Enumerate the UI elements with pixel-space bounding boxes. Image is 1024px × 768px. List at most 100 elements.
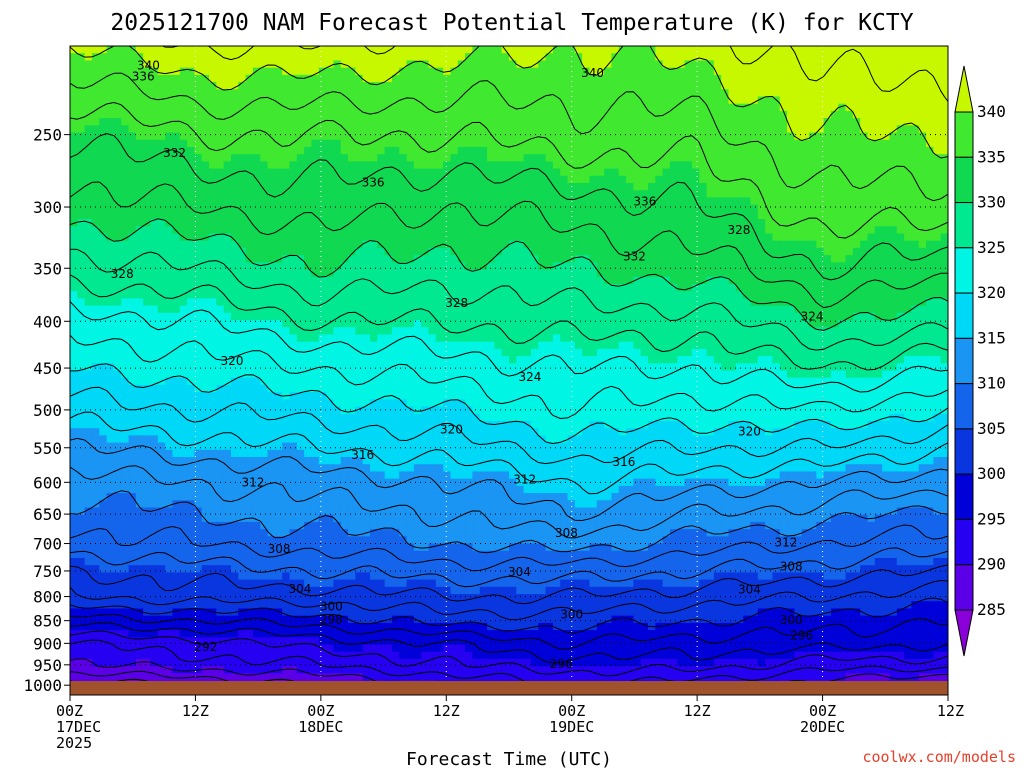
theta-fill-cell [406,211,415,220]
theta-fill-cell [333,146,342,155]
theta-fill-cell [830,60,839,69]
theta-fill-cell [318,132,327,141]
theta-fill-cell [648,139,656,148]
theta-fill-cell [918,190,927,199]
theta-fill-cell [933,219,942,227]
theta-fill-cell [926,255,934,263]
theta-fill-cell [633,255,642,263]
theta-fill-cell [640,204,649,213]
theta-fill-cell [911,226,920,235]
theta-fill-cell [852,103,861,112]
theta-fill-cell [596,161,605,170]
theta-fill-cell [238,240,247,249]
theta-fill-cell [377,110,386,119]
theta-fill-cell [289,204,298,213]
theta-fill-cell [143,82,152,90]
theta-fill-cell [238,60,247,69]
theta-fill-cell [443,146,452,155]
theta-fill-cell [311,139,320,148]
theta-fill-cell [896,197,905,206]
theta-fill-cell [362,204,371,213]
theta-fill-cell [201,291,210,299]
theta-fill-cell [267,255,276,263]
theta-fill-cell [406,233,415,242]
theta-fill-cell [545,96,554,105]
theta-fill-cell [582,154,591,162]
theta-fill-cell [209,139,217,148]
theta-fill-cell [779,154,788,162]
theta-fill-cell [823,262,832,271]
theta-fill-cell [816,255,825,263]
theta-fill-cell [465,262,474,271]
theta-fill-cell [435,74,444,83]
theta-fill-cell [201,298,210,307]
theta-fill-cell [121,269,130,278]
theta-fill-cell [640,110,649,119]
theta-fill-cell [494,183,503,191]
theta-fill-cell [421,132,430,141]
theta-fill-cell [230,125,239,134]
theta-fill-cell [648,327,656,336]
theta-fill-cell [274,197,283,206]
theta-fill-cell [567,89,576,98]
theta-fill-cell [589,67,598,76]
theta-fill-cell [296,312,305,321]
theta-fill-cell [596,132,605,141]
theta-fill-cell [201,183,210,191]
theta-fill-cell [743,269,752,278]
theta-fill-cell [640,154,649,162]
theta-fill-cell [355,276,364,285]
theta-fill-cell [487,240,495,249]
theta-fill-cell [904,190,913,199]
theta-fill-cell [267,291,276,299]
theta-fill-cell [348,226,356,235]
theta-fill-cell [457,74,466,83]
theta-fill-cell [406,175,415,184]
theta-fill-cell [867,103,876,112]
theta-fill-cell [333,233,342,242]
theta-fill-cell [677,125,686,134]
theta-fill-cell [223,320,232,328]
theta-fill-cell [289,146,298,155]
theta-fill-cell [340,46,349,54]
theta-fill-cell [428,233,437,242]
theta-fill-cell [904,233,913,242]
theta-fill-cell [574,132,583,141]
theta-fill-cell [465,276,474,285]
theta-fill-cell [260,96,269,105]
theta-fill-cell [677,211,686,220]
theta-fill-cell [530,168,539,177]
theta-fill-cell [399,139,408,148]
theta-fill-cell [552,89,561,98]
theta-fill-cell [487,283,495,292]
theta-fill-cell [691,110,700,119]
theta-fill-cell [457,341,466,350]
theta-fill-cell [165,312,174,321]
theta-fill-cell [318,74,327,83]
theta-fill-cell [867,89,876,98]
theta-fill-cell [282,110,291,119]
theta-fill-cell [121,154,130,162]
theta-fill-cell [509,283,517,292]
theta-fill-cell [823,226,832,235]
theta-fill-cell [113,291,122,299]
theta-fill-cell [918,67,927,76]
theta-fill-cell [260,139,269,148]
theta-fill-cell [428,168,437,177]
theta-fill-cell [926,139,934,148]
theta-fill-cell [904,154,913,162]
theta-fill-cell [801,74,810,83]
theta-fill-cell [684,305,693,314]
theta-fill-cell [355,305,364,314]
theta-fill-cell [282,139,291,148]
theta-fill-cell [326,110,334,119]
theta-fill-cell [348,60,356,69]
theta-fill-cell [538,334,547,343]
theta-fill-cell [428,132,437,141]
theta-fill-cell [77,226,86,235]
theta-fill-cell [135,240,144,249]
theta-fill-cell [750,211,759,220]
theta-fill-cell [787,103,795,112]
theta-fill-cell [172,132,181,141]
theta-fill-cell [150,139,159,148]
